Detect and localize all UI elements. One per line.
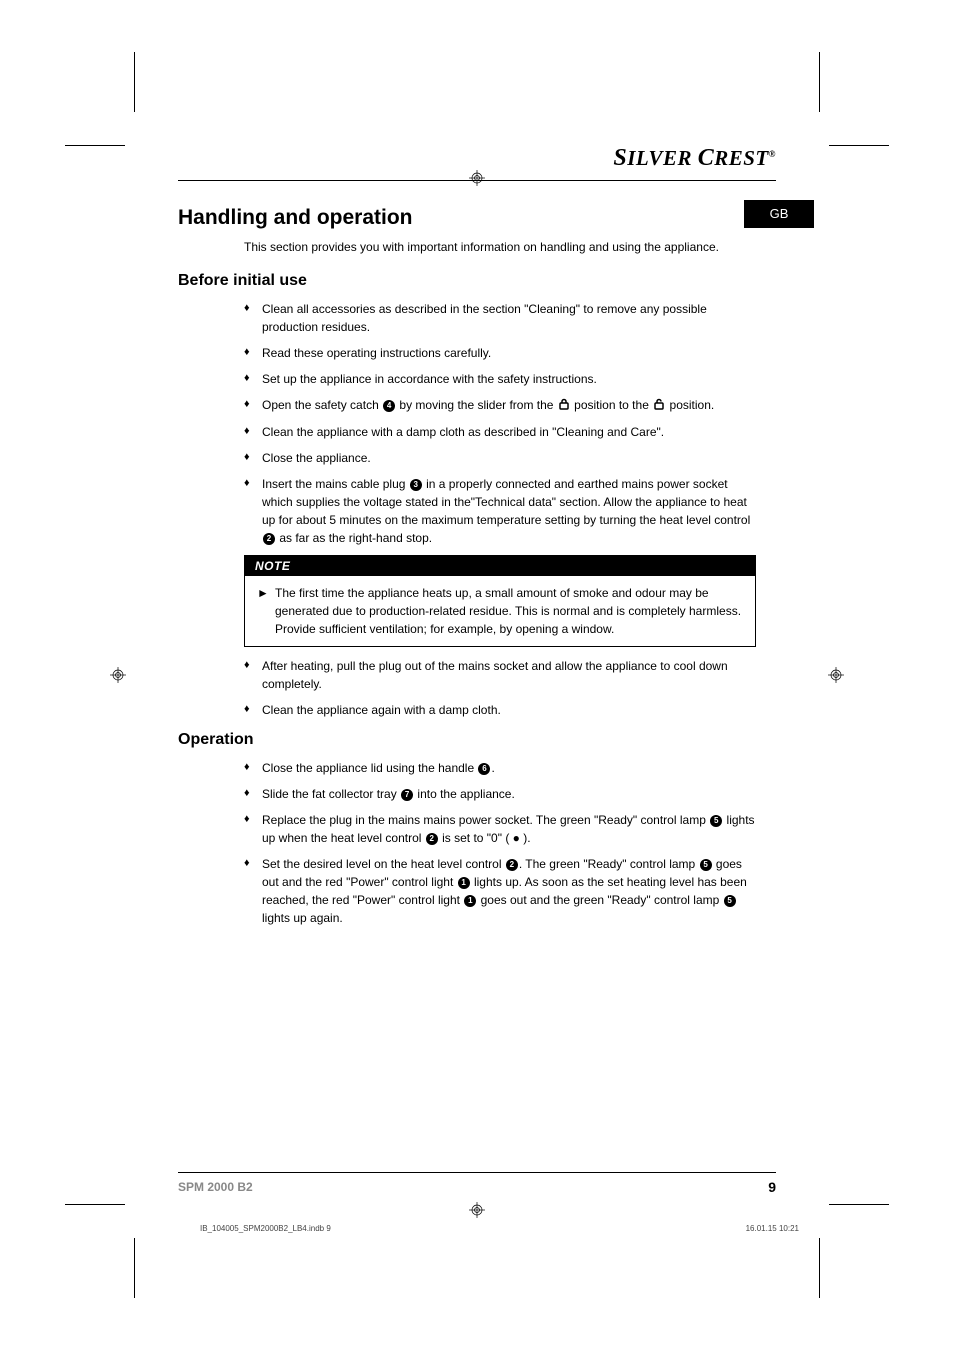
- registration-mark-icon: [828, 667, 844, 683]
- unlocked-icon: [653, 397, 665, 415]
- bullet-icon: ♦: [244, 300, 262, 336]
- print-file-name: IB_104005_SPM2000B2_LB4.indb 9: [200, 1224, 331, 1233]
- ref-1-icon: 1: [458, 877, 470, 889]
- language-tab: GB: [744, 200, 814, 228]
- bullet-icon: ♦: [244, 759, 262, 777]
- bullet-icon: ♦: [244, 370, 262, 388]
- list-item: ♦Slide the fat collector tray 7 into the…: [244, 785, 756, 803]
- crop-mark: [65, 145, 125, 146]
- list-item: ♦Clean all accessories as described in t…: [244, 300, 756, 336]
- ref-2-icon: 2: [263, 533, 275, 545]
- page-footer: SPM 2000 B2 9: [178, 1172, 776, 1195]
- crop-mark: [134, 1238, 135, 1298]
- crop-mark: [829, 1204, 889, 1205]
- bullet-icon: ♦: [244, 701, 262, 719]
- print-footer: IB_104005_SPM2000B2_LB4.indb 9 16.01.15 …: [200, 1224, 799, 1233]
- ref-6-icon: 6: [478, 763, 490, 775]
- before-use-list-after: ♦After heating, pull the plug out of the…: [244, 657, 756, 719]
- crop-mark: [829, 145, 889, 146]
- list-item: ♦After heating, pull the plug out of the…: [244, 657, 756, 693]
- before-use-list: ♦Clean all accessories as described in t…: [244, 300, 756, 547]
- list-item: ♦Replace the plug in the mains mains pow…: [244, 811, 756, 847]
- registration-mark-icon: [110, 667, 126, 683]
- footer-model: SPM 2000 B2: [178, 1180, 253, 1194]
- list-item: ♦Open the safety catch 4 by moving the s…: [244, 396, 756, 415]
- bullet-icon: ♦: [244, 396, 262, 415]
- subsection-title-before-use: Before initial use: [178, 272, 756, 290]
- subsection-title-operation: Operation: [178, 731, 756, 749]
- list-item: ♦Close the appliance lid using the handl…: [244, 759, 756, 777]
- ref-5-icon: 5: [724, 895, 736, 907]
- locked-icon: [558, 397, 570, 415]
- ref-1-icon: 1: [464, 895, 476, 907]
- list-item: ♦Insert the mains cable plug 3 in a prop…: [244, 475, 756, 547]
- ref-5-icon: 5: [710, 815, 722, 827]
- list-item: ♦Set the desired level on the heat level…: [244, 855, 756, 927]
- ref-4-icon: 4: [383, 400, 395, 412]
- note-text: The first time the appliance heats up, a…: [275, 584, 743, 638]
- brand-logo: SILVER CREST®: [178, 145, 776, 181]
- crop-mark: [819, 1238, 820, 1298]
- bullet-icon: ♦: [244, 785, 262, 803]
- ref-2-icon: 2: [506, 859, 518, 871]
- bullet-icon: ♦: [244, 855, 262, 927]
- footer-page-number: 9: [768, 1179, 776, 1195]
- list-item: ♦Close the appliance.: [244, 449, 756, 467]
- operation-list: ♦Close the appliance lid using the handl…: [244, 759, 756, 927]
- list-item: ♦Clean the appliance with a damp cloth a…: [244, 423, 756, 441]
- crop-mark: [65, 1204, 125, 1205]
- arrow-icon: ►: [257, 584, 275, 638]
- bullet-icon: ♦: [244, 475, 262, 547]
- ref-2-icon: 2: [426, 833, 438, 845]
- crop-mark: [134, 52, 135, 112]
- list-item: ♦Set up the appliance in accordance with…: [244, 370, 756, 388]
- bullet-icon: ♦: [244, 423, 262, 441]
- bullet-icon: ♦: [244, 657, 262, 693]
- ref-3-icon: 3: [410, 479, 422, 491]
- bullet-icon: ♦: [244, 811, 262, 847]
- ref-5-icon: 5: [700, 859, 712, 871]
- bullet-icon: ♦: [244, 344, 262, 362]
- section-title: Handling and operation: [178, 206, 756, 230]
- crop-mark: [819, 52, 820, 112]
- list-item: ♦Clean the appliance again with a damp c…: [244, 701, 756, 719]
- list-item: ♦Read these operating instructions caref…: [244, 344, 756, 362]
- intro-text: This section provides you with important…: [244, 238, 756, 256]
- bullet-icon: ♦: [244, 449, 262, 467]
- note-box: NOTE ► The first time the appliance heat…: [244, 555, 756, 647]
- print-date: 16.01.15 10:21: [746, 1224, 799, 1233]
- note-header: NOTE: [245, 556, 755, 576]
- ref-7-icon: 7: [401, 789, 413, 801]
